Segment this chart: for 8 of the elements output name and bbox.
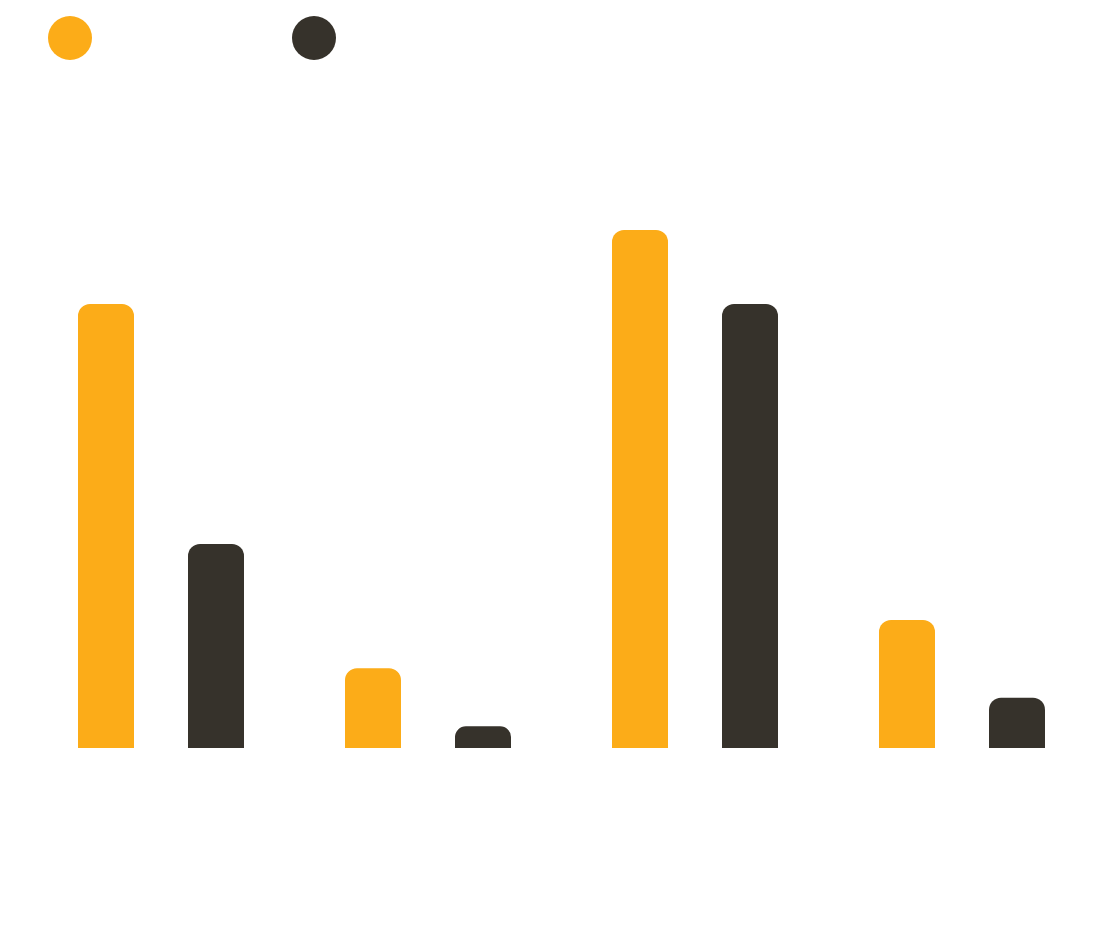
bar [612, 230, 668, 748]
bar [188, 543, 244, 748]
bar [455, 726, 511, 748]
bar [879, 620, 935, 748]
bar [989, 697, 1045, 748]
bar [722, 304, 778, 748]
bar [345, 668, 401, 748]
bar [78, 304, 134, 748]
